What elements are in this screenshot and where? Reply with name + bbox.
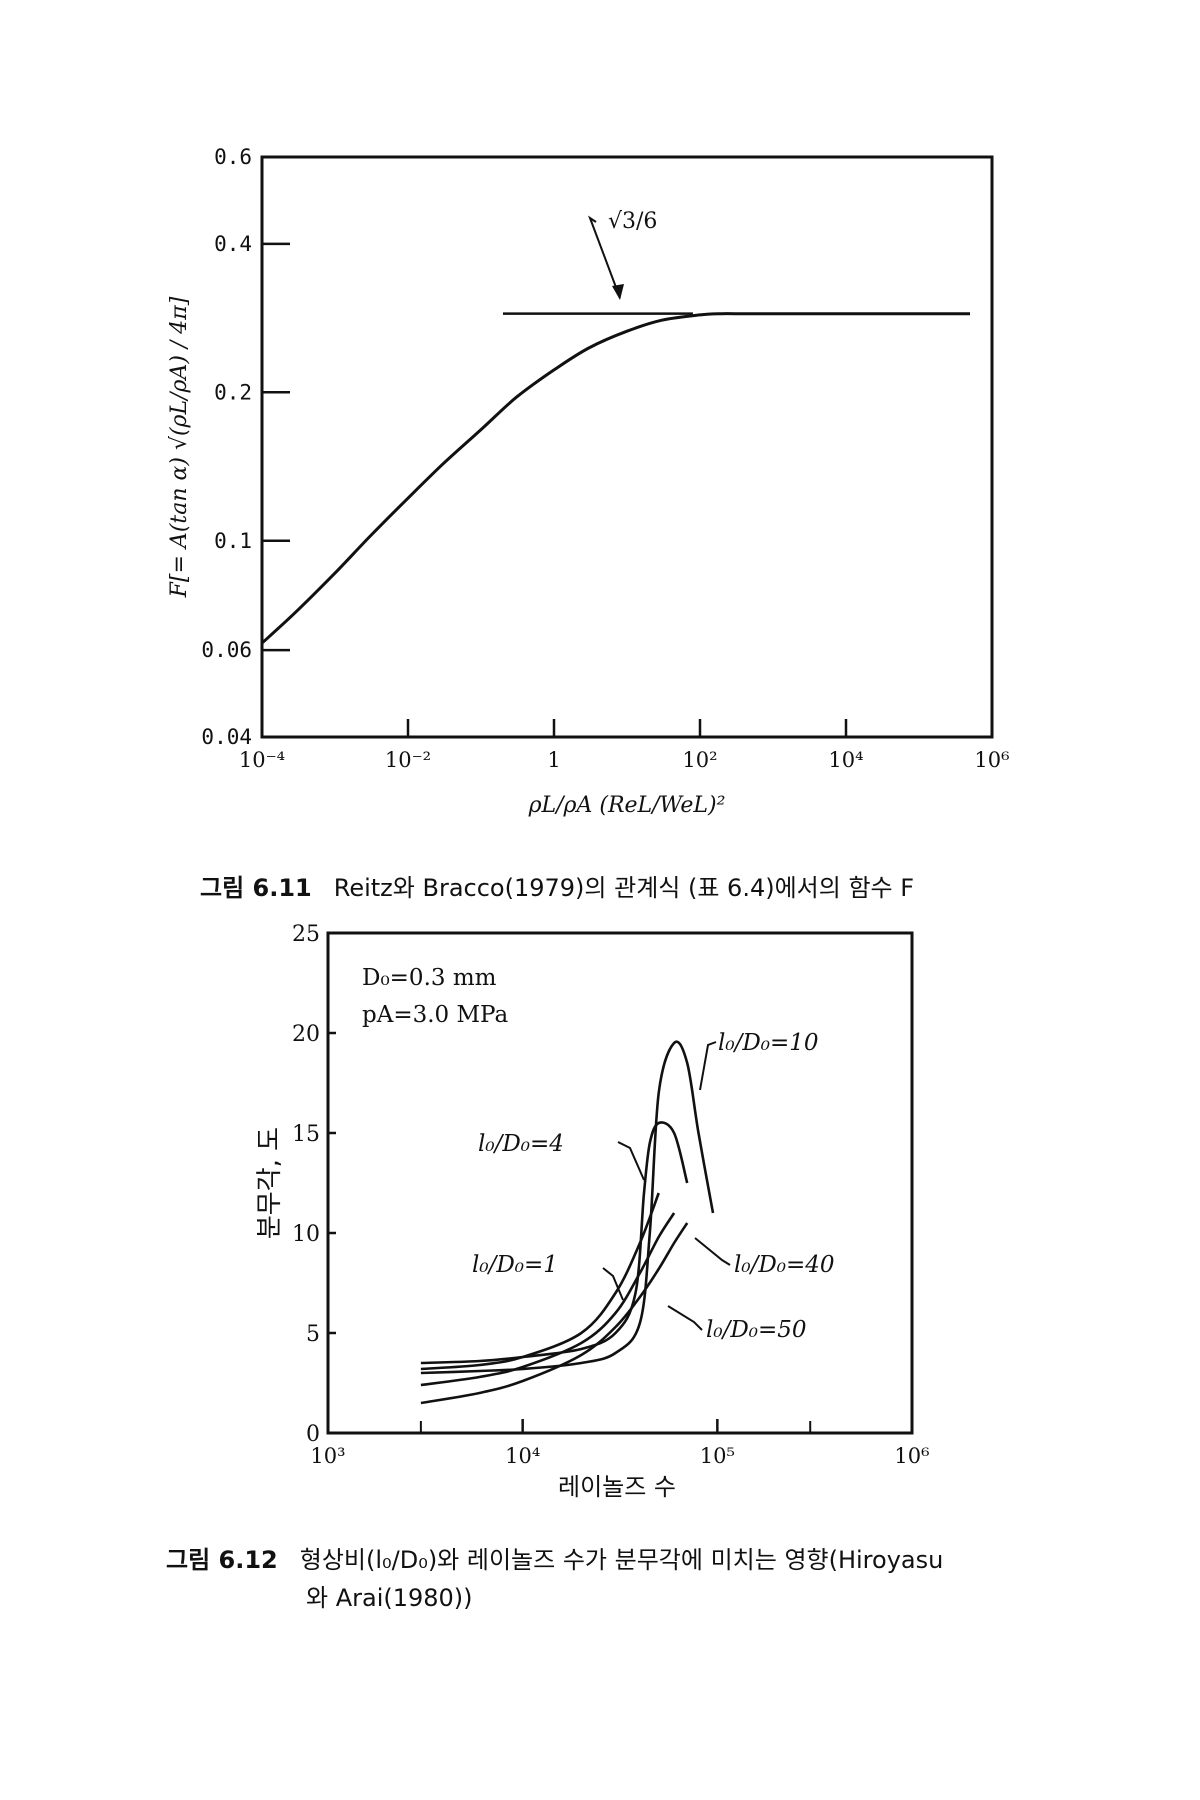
condition-diameter: D₀=0.3 mm bbox=[362, 965, 497, 991]
y-tick-label: 25 bbox=[292, 922, 320, 947]
x-tick-label: 10² bbox=[682, 748, 717, 772]
x-tick-label: 10⁻⁴ bbox=[239, 748, 285, 772]
y-tick-label: 0.4 bbox=[214, 232, 252, 256]
caption-fig-6-11: 그림 6.11 Reitz와 Bracco(1979)의 관계식 (표 6.4)에… bbox=[200, 868, 914, 903]
series-label-leader bbox=[602, 1267, 624, 1301]
y-axis-label: 분무각, 도 bbox=[255, 1127, 285, 1239]
y-tick-label: 5 bbox=[306, 1322, 320, 1347]
caption-number: 그림 6.12 bbox=[166, 1546, 278, 1574]
y-tick-label: 0.04 bbox=[201, 725, 252, 749]
y-tick-label: 0.6 bbox=[214, 145, 252, 169]
series-line-1 bbox=[420, 1121, 689, 1365]
x-tick-label: 10⁻² bbox=[385, 748, 431, 772]
y-tick-label: 0.1 bbox=[214, 529, 252, 553]
x-tick-label: 1 bbox=[547, 748, 560, 772]
condition-ambient-pressure: pA=3.0 MPa bbox=[362, 1002, 508, 1028]
x-axis-label: 레이놀즈 수 bbox=[558, 1473, 676, 1501]
annotation-sqrt3-over-6: √3/6 bbox=[608, 209, 657, 234]
series-label-leader bbox=[617, 1141, 645, 1181]
x-tick-label: 10⁶ bbox=[894, 1444, 929, 1468]
x-tick-label: 10⁵ bbox=[700, 1444, 735, 1468]
y-tick-label: 0 bbox=[306, 1422, 320, 1447]
caption-text-line2: 와 Arai(1980)) bbox=[306, 1584, 473, 1612]
series-label: l₀/D₀=40 bbox=[734, 1252, 835, 1278]
series-label-leader bbox=[699, 1041, 717, 1091]
x-tick-label: 10⁴ bbox=[828, 748, 863, 772]
x-axis-label: ρL/ρA (ReL/WeL)² bbox=[528, 793, 726, 818]
series-line-F bbox=[260, 312, 970, 645]
y-tick-label: 20 bbox=[292, 1022, 320, 1047]
x-tick-label: 10³ bbox=[310, 1444, 345, 1468]
series-label-leader bbox=[694, 1237, 731, 1266]
series-line-2 bbox=[420, 1192, 660, 1371]
plot-frame bbox=[326, 931, 914, 1435]
caption-text: Reitz와 Bracco(1979)의 관계식 (표 6.4)에서의 함수 F bbox=[333, 874, 915, 902]
series-label: l₀/D₀=4 bbox=[478, 1131, 564, 1157]
caption-fig-6-12: 그림 6.12 형상비(l₀/D₀)와 레이놀즈 수가 분무각에 미치는 영향(H… bbox=[166, 1541, 943, 1617]
series-label: l₀/D₀=1 bbox=[472, 1252, 558, 1278]
plot-frame bbox=[260, 155, 994, 739]
annotation-arrowhead bbox=[612, 284, 624, 300]
y-tick-label: 0.06 bbox=[201, 638, 252, 662]
x-tick-label: 10⁴ bbox=[505, 1444, 540, 1468]
series-label: l₀/D₀=50 bbox=[706, 1317, 807, 1343]
series-label-leader bbox=[667, 1305, 703, 1331]
series-label: l₀/D₀=10 bbox=[718, 1030, 819, 1056]
annotation-leader bbox=[587, 215, 621, 299]
y-axis-label: F[= A(tan α) √(ρL/ρA) / 4π] bbox=[167, 296, 192, 598]
figure-6-11-chart: 0.040.060.10.20.40.6 10⁻⁴ 10⁻² 1 10² 10⁴ 10⁶ … bbox=[167, 145, 1010, 818]
series-line-3 bbox=[420, 1212, 676, 1387]
y-tick-label: 10 bbox=[292, 1222, 320, 1247]
y-tick-label: 0.2 bbox=[214, 380, 252, 404]
series-line-0 bbox=[420, 1040, 715, 1375]
x-tick-label: 10⁶ bbox=[974, 748, 1009, 772]
y-tick-label: 15 bbox=[292, 1122, 320, 1147]
caption-number: 그림 6.11 bbox=[200, 874, 312, 902]
series-line-4 bbox=[420, 1222, 689, 1405]
caption-text-line1: 형상비(l₀/D₀)와 레이놀즈 수가 분무각에 미치는 영향(Hiroyasu bbox=[299, 1546, 944, 1574]
